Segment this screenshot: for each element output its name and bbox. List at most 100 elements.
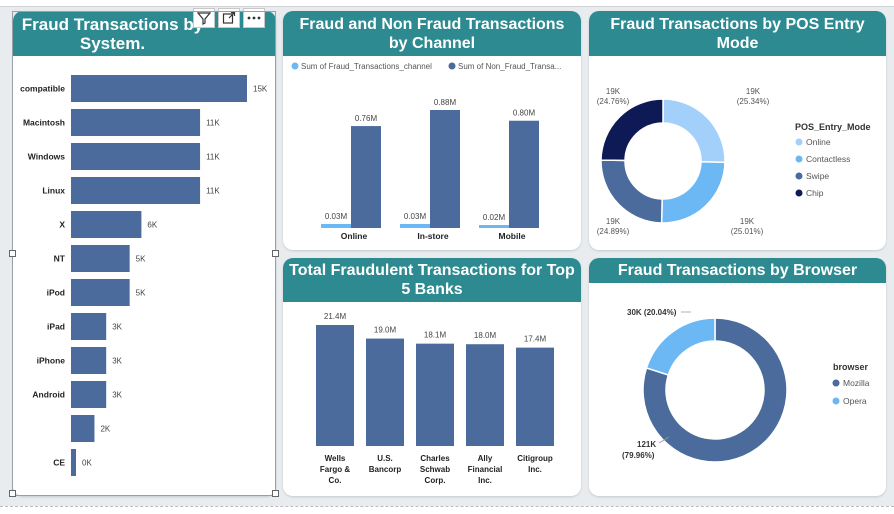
pos-slice — [600, 98, 664, 162]
os-category-label: iPhone — [37, 356, 66, 366]
bank-bar — [316, 325, 354, 446]
pos-slice-label: 19K — [740, 217, 755, 226]
browser-legend-label: Opera — [843, 396, 867, 406]
bank-category-label: U.S. — [377, 454, 393, 463]
os-chart: compatible 15K Macintosh 11K Windows 11K Linux… — [20, 75, 268, 476]
os-value-label: 3K — [112, 323, 122, 332]
card-channel[interactable]: Fraud and Non Fraud Transactions by Chan… — [283, 11, 581, 250]
bank-value-label: 19.0M — [374, 326, 397, 335]
os-bar — [71, 75, 247, 102]
os-category-label: X — [59, 220, 65, 230]
bank-category-label: Co. — [329, 476, 342, 485]
bank-bar — [366, 338, 404, 446]
pos-chart-title: Fraud Transactions by POS Entry Mode — [589, 11, 886, 56]
bank-value-label: 18.1M — [424, 331, 447, 340]
legend-marker — [291, 62, 299, 70]
os-value-label: 6K — [147, 221, 157, 230]
non-fraud-value-label: 0.80M — [513, 109, 536, 118]
os-value-label: 3K — [112, 391, 122, 400]
os-bar — [71, 177, 201, 204]
bank-category-label: Charles — [420, 454, 450, 463]
browser-slice-label: 30K (20.04%) — [627, 308, 677, 317]
os-bar — [71, 211, 142, 238]
os-bar — [71, 449, 76, 476]
card-banks[interactable]: Total Fraudulent Transactions for Top 5 … — [283, 258, 581, 496]
pos-slice — [600, 159, 663, 224]
fraud-bar — [479, 225, 509, 228]
channel-category-label: Online — [341, 231, 368, 241]
non-fraud-value-label: 0.88M — [434, 98, 457, 107]
fraud-value-label: 0.03M — [404, 212, 427, 221]
browser-legend-title: browser — [833, 362, 869, 372]
non-fraud-value-label: 0.76M — [355, 114, 378, 123]
bank-category-label: Ally — [478, 454, 493, 463]
bank-category-label: Bancorp — [369, 465, 402, 474]
channel-chart-title: Fraud and Non Fraud Transactions by Chan… — [283, 11, 581, 56]
bank-category-label: Financial — [468, 465, 503, 474]
browser-legend-label: Mozilla — [843, 378, 870, 388]
bank-category-label: Inc. — [528, 465, 542, 474]
os-bar — [71, 279, 130, 306]
pos-legend-label: Online — [806, 137, 831, 147]
bank-category-label: Schwab — [420, 465, 450, 474]
bank-value-label: 18.0M — [474, 331, 497, 340]
legend-marker — [832, 379, 840, 387]
os-value-label: 0K — [82, 459, 92, 468]
fraud-value-label: 0.02M — [483, 213, 506, 222]
browser-chart: 30K (20.04%) 121K (79.96%) browser Mozilla Op… — [622, 308, 870, 463]
pos-slice-label: (24.76%) — [597, 97, 630, 106]
pos-slice-label: (25.01%) — [731, 227, 764, 236]
os-category-label: Macintosh — [23, 118, 65, 128]
os-value-label: 5K — [136, 289, 146, 298]
legend-marker — [448, 62, 456, 70]
os-value-label: 11K — [206, 119, 220, 128]
browser-chart-title: Fraud Transactions by Browser — [589, 258, 886, 283]
os-value-label: 2K — [100, 425, 110, 434]
legend-marker — [795, 155, 803, 163]
visual-header-icons — [193, 8, 265, 28]
legend-label: Sum of Fraud_Transactions_channel — [301, 62, 432, 71]
os-value-label: 3K — [112, 357, 122, 366]
os-value-label: 11K — [206, 153, 220, 162]
banks-chart: 21.4M 19.0M 18.1M 18.0M 17.4M Wells Fargo & Co.… — [316, 312, 554, 485]
card-os[interactable]: Fraud Transactions by System. compatible… — [13, 11, 276, 496]
more-options-icon[interactable] — [243, 8, 265, 28]
pos-legend-title: POS_Entry_Mode — [795, 122, 871, 132]
resize-handle[interactable] — [272, 490, 279, 497]
resize-handle[interactable] — [272, 250, 279, 257]
os-bar — [71, 313, 107, 340]
os-bar — [71, 109, 201, 136]
pos-slice — [660, 161, 726, 224]
legend-marker — [832, 397, 840, 405]
bottom-strip — [0, 506, 894, 514]
os-category-label: Windows — [28, 152, 65, 162]
card-browser[interactable]: Fraud Transactions by Browser 30K (20.04… — [589, 258, 886, 496]
os-category-label: NT — [54, 254, 66, 264]
bank-value-label: 17.4M — [524, 335, 547, 344]
resize-handle[interactable] — [9, 250, 16, 257]
top-strip — [0, 0, 894, 7]
legend-marker — [795, 172, 803, 180]
pos-slice-label: (25.34%) — [737, 97, 770, 106]
legend-label: Sum of Non_Fraud_Transa... — [458, 62, 561, 71]
os-category-label: iPod — [47, 288, 65, 298]
browser-slice — [645, 317, 716, 376]
os-category-label: compatible — [20, 84, 65, 94]
os-value-label: 5K — [136, 255, 146, 264]
filter-icon[interactable] — [193, 8, 215, 28]
os-value-label: 15K — [253, 85, 268, 94]
os-category-label: iPad — [47, 322, 65, 332]
os-category-label: CE — [53, 458, 65, 468]
banks-chart-title: Total Fraudulent Transactions for Top 5 … — [283, 258, 581, 302]
bank-value-label: 21.4M — [324, 312, 347, 321]
browser-slice — [642, 317, 788, 463]
pos-legend-label: Swipe — [806, 171, 829, 181]
os-bar — [71, 347, 107, 374]
pos-slice-label: 19K — [746, 87, 761, 96]
resize-handle[interactable] — [9, 490, 16, 497]
pos-slice-label: 19K — [606, 217, 621, 226]
card-pos[interactable]: Fraud Transactions by POS Entry Mode 19K… — [589, 11, 886, 250]
leader-line — [658, 436, 670, 444]
non-fraud-bar — [430, 110, 460, 228]
focus-mode-icon[interactable] — [218, 8, 240, 28]
